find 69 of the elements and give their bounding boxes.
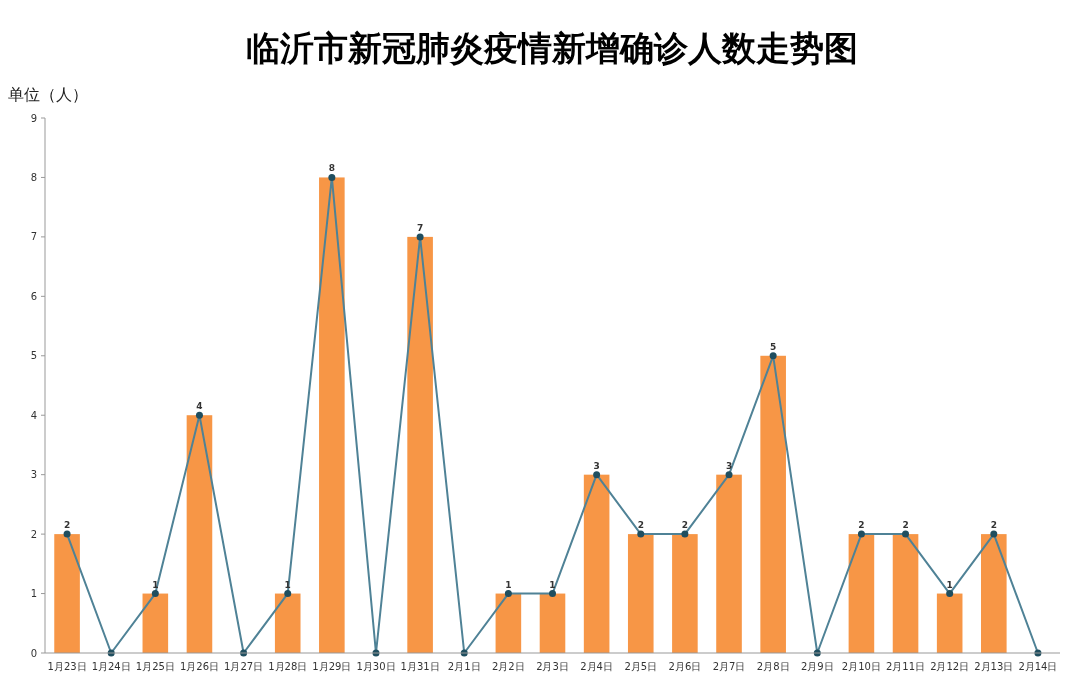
y-tick-label: 9: [30, 112, 37, 124]
y-tick-label: 0: [30, 647, 37, 659]
x-tick-label: 1月29日: [312, 661, 352, 672]
x-tick-label: 2月10日: [841, 661, 881, 672]
x-tick-label: 2月6日: [668, 661, 702, 672]
data-label: 1: [284, 579, 291, 590]
x-tick-label: 1月31日: [400, 661, 440, 672]
data-label: 8: [328, 163, 335, 174]
y-tick-label: 6: [30, 290, 37, 302]
bar: [539, 593, 566, 653]
data-label: 2: [63, 520, 71, 531]
x-tick-label: 2月8日: [756, 661, 790, 672]
x-tick-label: 2月4日: [580, 661, 613, 672]
x-tick-label: 2月11日: [886, 661, 926, 672]
chart-title: 临沂市新冠肺炎疫情新增确诊人数走势图: [246, 28, 858, 68]
bar: [627, 534, 654, 653]
y-tick-label: 3: [30, 469, 37, 481]
x-tick-label: 2月12日: [930, 661, 970, 672]
data-label: 4: [196, 401, 203, 412]
data-label: 2: [990, 520, 997, 531]
x-tick-label: 2月5日: [624, 661, 658, 672]
y-axis-title: 单位（人）: [8, 85, 88, 104]
data-label: 1: [152, 579, 159, 590]
x-tick-label: 1月30日: [356, 661, 396, 672]
data-label: 1: [946, 579, 953, 590]
data-label: 2: [637, 520, 644, 531]
x-tick-label: 1月28日: [268, 661, 308, 672]
x-tick-label: 2月14日: [1018, 661, 1058, 672]
x-tick-label: 1月26日: [179, 661, 219, 672]
data-label: 3: [725, 460, 733, 471]
y-tick-label: 7: [30, 231, 37, 243]
bar: [274, 593, 301, 653]
x-tick-label: 2月9日: [800, 661, 834, 672]
bar: [892, 534, 919, 653]
bar: [981, 534, 1007, 653]
bar: [407, 236, 433, 653]
x-tick-label: 1月27日: [224, 661, 264, 672]
x-tick-label: 1月25日: [135, 661, 175, 672]
bar: [672, 534, 698, 653]
bar: [319, 177, 345, 653]
y-tick-label: 8: [30, 171, 37, 183]
y-tick-label: 2: [30, 528, 37, 540]
x-tick-label: 2月7日: [712, 661, 746, 672]
bar: [495, 593, 522, 653]
data-label: 2: [681, 520, 689, 531]
x-tick-label: 2月3日: [536, 661, 569, 672]
y-tick-label: 1: [30, 588, 37, 600]
bar: [760, 355, 786, 653]
y-tick-label: 4: [30, 409, 37, 421]
data-label: 7: [416, 222, 424, 233]
bar: [583, 474, 610, 653]
x-tick-label: 1月24日: [91, 661, 131, 672]
data-label: 1: [505, 579, 512, 590]
data-label: 2: [858, 520, 865, 531]
x-tick-label: 2月2日: [492, 661, 525, 672]
bar: [716, 474, 742, 653]
data-label: 1: [549, 579, 556, 590]
bar: [186, 415, 213, 653]
x-tick-label: 1月23日: [47, 661, 87, 672]
bar: [142, 593, 169, 653]
data-label: 2: [902, 520, 909, 531]
x-tick-label: 2月1日: [447, 661, 481, 672]
data-label: 3: [593, 460, 600, 471]
bar: [848, 534, 875, 653]
bar: [54, 534, 80, 653]
y-tick-label: 5: [30, 350, 37, 362]
x-tick-label: 2月13日: [974, 661, 1014, 672]
data-label: 5: [770, 341, 777, 352]
bar: [936, 593, 963, 653]
